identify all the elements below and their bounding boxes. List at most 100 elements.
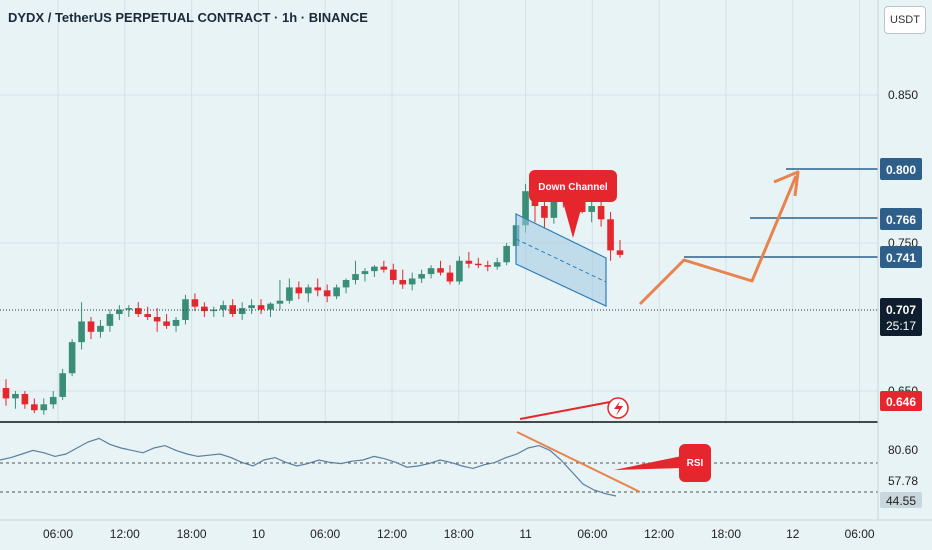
candle-body (427, 268, 435, 275)
candle-body (333, 287, 340, 297)
candle-body (31, 404, 38, 411)
candle-body (408, 278, 416, 285)
candle-body (229, 305, 237, 315)
rsi-pane (0, 424, 878, 520)
rsi-callout: RSI (614, 444, 711, 482)
candle-body (484, 265, 492, 267)
badge-0800: 0.800 (880, 158, 922, 180)
badge-0800-text: 0.800 (886, 163, 916, 177)
candle-body (493, 262, 501, 267)
candle-body (465, 260, 473, 264)
candle-body (134, 308, 142, 315)
current-price-text: 0.707 (886, 303, 916, 317)
candle-body (437, 268, 444, 273)
candle-body (68, 342, 76, 374)
rsi-axis-label-1: 80.60 (888, 443, 918, 457)
down-channel-label: Down Channel (538, 182, 608, 193)
candle-body (616, 250, 624, 255)
time-tick-label: 18:00 (177, 527, 207, 541)
candle-body (361, 271, 369, 275)
candle-body (116, 309, 123, 315)
candle-body (389, 269, 397, 280)
candle-body (522, 191, 529, 226)
candle-body (323, 290, 331, 297)
candle-body (607, 219, 614, 251)
candle-body (456, 260, 463, 282)
candle-body (49, 396, 57, 405)
candle-body (304, 287, 312, 294)
candle-body (550, 200, 558, 218)
badge-0766: 0.766 (880, 208, 922, 230)
candle-body (257, 305, 265, 310)
candle-body (219, 305, 227, 310)
badge-0646: 0.646 (880, 391, 922, 411)
candle-body (314, 287, 322, 291)
candle-body (475, 263, 482, 266)
price-tick-label: 0.850 (888, 88, 918, 102)
candle-body (106, 314, 114, 326)
lightning-alert-icon[interactable] (607, 397, 629, 419)
badge-0646-text: 0.646 (886, 395, 916, 409)
candle-body (503, 245, 510, 263)
candle-body (446, 272, 454, 282)
candle-body (578, 200, 586, 212)
candle-body (182, 299, 189, 320)
rsi-line (0, 437, 617, 497)
time-tick-label: 18:00 (711, 527, 741, 541)
candle-body (163, 321, 170, 326)
rsi-divergence-line-lower (516, 431, 641, 493)
rsi-axis-label-3: 44.55 (886, 494, 916, 508)
down-channel-callout: Down Channel (529, 170, 617, 238)
candle-body (78, 321, 85, 343)
channel-midline (515, 238, 607, 283)
candle-body (2, 388, 10, 399)
badge-0766-text: 0.766 (886, 213, 916, 227)
time-tick-label: 06:00 (577, 527, 607, 541)
badge-0741-text: 0.741 (886, 251, 916, 265)
candle-body (97, 325, 104, 332)
rsi-axis-label-2: 57.78 (888, 474, 918, 488)
candle-body (201, 306, 208, 312)
candle-body (380, 266, 388, 270)
candle-body (267, 303, 274, 310)
time-axis[interactable]: 06:00 12:00 18:00 10 06:00 12:00 18:00 11 06:00 1… (43, 527, 875, 541)
candle-body (172, 319, 180, 326)
candle-body (597, 206, 605, 220)
rsi-label: RSI (687, 458, 704, 469)
time-tick-label: 12:00 (644, 527, 674, 541)
candle-body (144, 314, 151, 317)
currency-selector[interactable]: USDT (884, 6, 926, 34)
time-tick-label: 12:00 (110, 527, 140, 541)
candle-body (12, 393, 19, 399)
candle-body (295, 287, 303, 294)
candle-body (238, 308, 246, 315)
current-price-badge: 0.707 25:17 (880, 298, 922, 336)
candle-body (588, 206, 595, 212)
rsi-divergence-line-upper (519, 401, 611, 420)
candle-body (286, 287, 293, 301)
candle-body (40, 404, 48, 411)
candle-body (418, 274, 425, 279)
time-tick-label: 12 (786, 527, 800, 541)
candle-body (87, 321, 95, 332)
time-tick-label: 10 (252, 527, 266, 541)
candle-body (21, 393, 29, 405)
time-tick-label: 06:00 (43, 527, 73, 541)
candle-body (342, 280, 350, 288)
countdown-text: 25:17 (886, 319, 916, 333)
candle-body (153, 317, 161, 322)
candle-body (541, 206, 548, 218)
time-tick-label: 06:00 (845, 527, 875, 541)
candle-body (59, 373, 66, 397)
time-tick-label: 18:00 (444, 527, 474, 541)
chart-title: DYDX / TetherUS PERPETUAL CONTRACT · 1h … (8, 10, 368, 25)
time-tick-label: 11 (519, 527, 532, 541)
candle-body (125, 308, 133, 310)
time-tick-label: 12:00 (377, 527, 407, 541)
candle-body (371, 266, 378, 272)
candle-body (399, 280, 407, 285)
rsi-axis: 80.60 57.78 44.55 (880, 443, 922, 508)
badge-0741: 0.741 (880, 246, 922, 268)
candle-body (248, 305, 255, 309)
